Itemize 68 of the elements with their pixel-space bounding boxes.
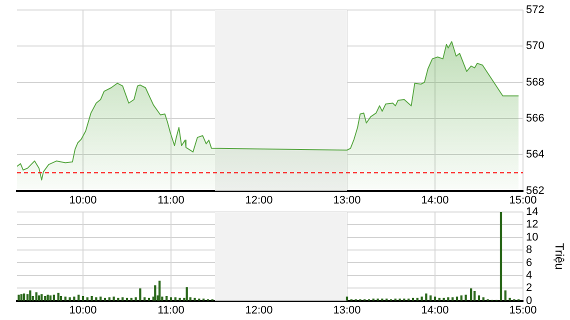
y-tick-label: 2 bbox=[526, 282, 532, 294]
bar bbox=[26, 294, 29, 301]
x-tick-label: 10:00 bbox=[69, 194, 97, 206]
bar bbox=[82, 296, 84, 301]
bar bbox=[29, 290, 32, 301]
y-axis-title: Triệu bbox=[552, 242, 566, 270]
bar bbox=[158, 280, 161, 301]
y-tick-label: 566 bbox=[526, 112, 544, 125]
bar bbox=[35, 292, 38, 301]
x-tick-label: 14:00 bbox=[421, 304, 449, 316]
bar bbox=[20, 294, 22, 301]
x-tick-label: 12:00 bbox=[245, 194, 273, 206]
bar bbox=[134, 297, 137, 301]
bar bbox=[57, 292, 60, 301]
bar bbox=[73, 296, 76, 301]
bar bbox=[117, 298, 120, 301]
bar bbox=[18, 294, 20, 301]
y-tick-label: 4 bbox=[526, 269, 532, 282]
x-tick-label: 11:00 bbox=[158, 304, 184, 316]
y-tick-label: 572 bbox=[526, 4, 544, 16]
x-tick-label: 14:00 bbox=[421, 194, 449, 206]
bar bbox=[100, 296, 102, 301]
x-tick-label: 13:00 bbox=[333, 304, 361, 316]
x-tick-label: 13:00 bbox=[333, 194, 361, 206]
y-tick-label: 562 bbox=[526, 184, 544, 197]
y-tick-label: 6 bbox=[526, 256, 532, 269]
bar bbox=[154, 285, 156, 301]
bar bbox=[470, 288, 472, 301]
bar bbox=[442, 298, 445, 301]
bar bbox=[186, 287, 188, 301]
y-tick-label: 10 bbox=[526, 231, 538, 244]
bar bbox=[504, 290, 506, 301]
bar bbox=[68, 297, 71, 301]
y-tick-label: 570 bbox=[526, 40, 544, 52]
bar bbox=[112, 296, 115, 301]
bar bbox=[90, 296, 93, 301]
bar bbox=[40, 294, 43, 301]
bar bbox=[60, 296, 62, 301]
bar bbox=[434, 296, 436, 301]
bar bbox=[139, 288, 142, 301]
y-tick-label: 12 bbox=[526, 218, 538, 231]
bar bbox=[500, 212, 502, 301]
x-tick-label: 10:00 bbox=[69, 304, 97, 316]
bar bbox=[508, 298, 511, 301]
bar bbox=[420, 296, 423, 301]
x-tick-label: 15:00 bbox=[509, 194, 537, 206]
bar bbox=[178, 298, 181, 301]
y-tick-label: 568 bbox=[526, 76, 544, 88]
bar bbox=[64, 296, 66, 301]
bar bbox=[464, 294, 467, 301]
bar bbox=[44, 296, 46, 301]
bar bbox=[194, 298, 196, 301]
x-tick-label: 15:00 bbox=[509, 304, 537, 316]
bar bbox=[46, 294, 49, 301]
bar bbox=[474, 290, 476, 301]
bar bbox=[456, 296, 458, 301]
y-tick-label: 8 bbox=[526, 244, 532, 256]
y-tick-label: 0 bbox=[526, 294, 532, 307]
bar bbox=[166, 296, 168, 301]
bar bbox=[447, 297, 450, 301]
x-tick-label: 12:00 bbox=[245, 304, 273, 316]
bar bbox=[425, 293, 428, 301]
bar bbox=[346, 296, 348, 301]
bar bbox=[95, 297, 98, 301]
bar bbox=[22, 293, 26, 301]
y-tick-label: 14 bbox=[526, 206, 538, 218]
x-tick-label: 11:00 bbox=[158, 194, 184, 206]
y-tick-label: 564 bbox=[526, 148, 544, 161]
